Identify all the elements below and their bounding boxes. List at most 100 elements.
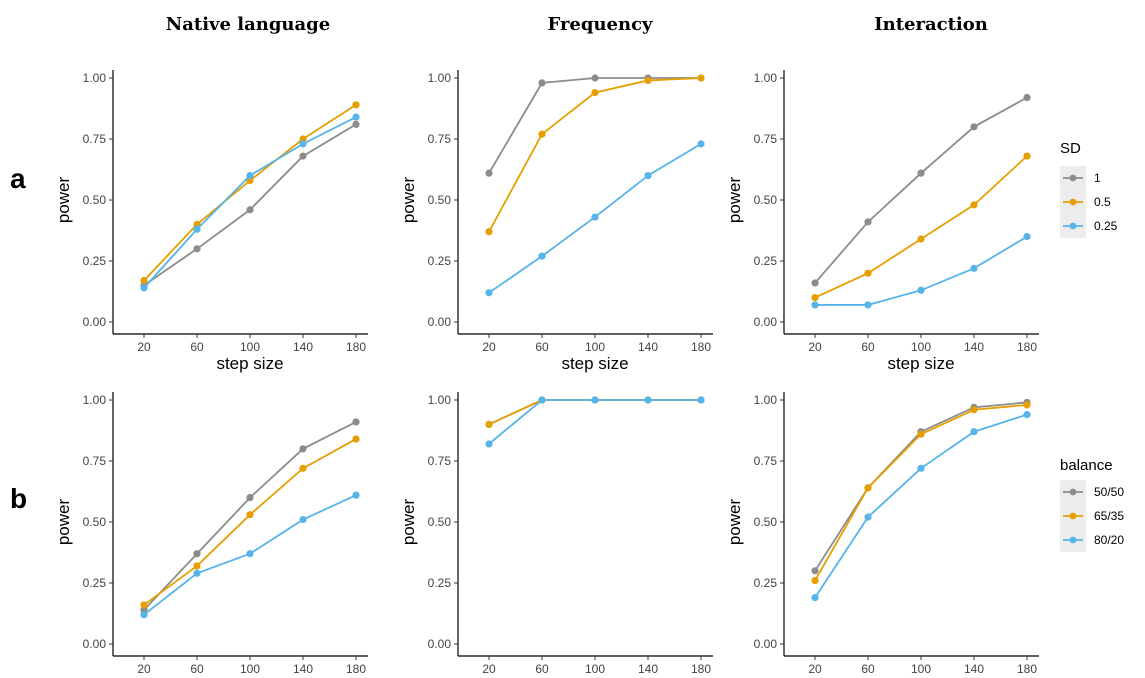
legend-key-point xyxy=(1070,489,1077,496)
series-line-2 xyxy=(489,78,701,232)
y-tick-label: 0.00 xyxy=(754,315,778,329)
data-point xyxy=(140,277,147,284)
data-point xyxy=(1023,94,1030,101)
data-point xyxy=(140,611,147,618)
y-tick-label: 0.25 xyxy=(754,576,778,590)
y-tick-label: 0.00 xyxy=(83,315,107,329)
x-tick-label: 20 xyxy=(137,340,151,354)
x-tick-label: 180 xyxy=(691,340,711,354)
x-axis-title: step size xyxy=(561,354,628,373)
series-line-3 xyxy=(815,415,1027,598)
y-axis-title: power xyxy=(54,499,73,546)
data-point xyxy=(485,289,492,296)
x-axis-title: step size xyxy=(887,354,954,373)
data-point xyxy=(485,421,492,428)
x-tick-label: 60 xyxy=(861,662,875,676)
x-tick-label: 60 xyxy=(861,340,875,354)
x-tick-label: 140 xyxy=(293,340,313,354)
x-tick-label: 140 xyxy=(293,662,313,676)
data-point xyxy=(917,287,924,294)
x-tick-label: 180 xyxy=(1017,340,1037,354)
x-tick-label: 140 xyxy=(638,662,658,676)
x-tick-label: 20 xyxy=(808,340,822,354)
legend-key-point xyxy=(1070,199,1077,206)
x-tick-label: 20 xyxy=(808,662,822,676)
y-tick-label: 0.75 xyxy=(754,454,778,468)
y-tick-label: 0.75 xyxy=(83,454,107,468)
legend-label: 80/20 xyxy=(1094,533,1124,547)
x-tick-label: 180 xyxy=(346,662,366,676)
data-point xyxy=(970,123,977,130)
y-tick-label: 0.50 xyxy=(428,515,452,529)
data-point xyxy=(485,228,492,235)
x-tick-label: 100 xyxy=(240,662,260,676)
data-point xyxy=(970,201,977,208)
data-point xyxy=(864,270,871,277)
data-point xyxy=(538,131,545,138)
series-line-1 xyxy=(144,124,356,285)
y-tick-label: 0.00 xyxy=(428,637,452,651)
y-axis-title: power xyxy=(54,177,73,224)
data-point xyxy=(193,226,200,233)
data-point xyxy=(299,152,306,159)
series-line-3 xyxy=(489,400,701,444)
data-point xyxy=(864,301,871,308)
y-axis-title: power xyxy=(725,499,744,546)
y-tick-label: 0.25 xyxy=(83,576,107,590)
data-point xyxy=(644,396,651,403)
legend-label: 65/35 xyxy=(1094,509,1124,523)
legend-key-point xyxy=(1070,175,1077,182)
y-tick-label: 0.50 xyxy=(754,515,778,529)
legend-key-point xyxy=(1070,537,1077,544)
chart-panel-5: 0.00 0.25 0.50 0.75 1.00 20 60 100 140 180 step si… xyxy=(399,392,713,678)
data-point xyxy=(299,465,306,472)
y-tick-label: 0.75 xyxy=(428,454,452,468)
x-tick-label: 20 xyxy=(137,662,151,676)
legend-2: balance 50/50 65/35 80/20 xyxy=(1060,457,1124,552)
data-point xyxy=(538,79,545,86)
data-point xyxy=(193,570,200,577)
data-point xyxy=(246,550,253,557)
y-tick-label: 0.25 xyxy=(428,254,452,268)
y-axis-title: power xyxy=(399,177,418,224)
data-point xyxy=(917,170,924,177)
legend-key-point xyxy=(1070,513,1077,520)
data-point xyxy=(644,77,651,84)
data-point xyxy=(697,74,704,81)
y-tick-label: 0.00 xyxy=(754,637,778,651)
y-tick-label: 0.75 xyxy=(754,132,778,146)
x-tick-label: 100 xyxy=(585,662,605,676)
data-point xyxy=(1023,152,1030,159)
data-point xyxy=(299,445,306,452)
y-tick-label: 0.50 xyxy=(428,193,452,207)
data-point xyxy=(352,121,359,128)
y-tick-label: 0.50 xyxy=(754,193,778,207)
data-point xyxy=(246,206,253,213)
legend-title: SD xyxy=(1060,140,1081,157)
x-tick-label: 140 xyxy=(964,340,984,354)
chart-panel-1: 0.00 0.25 0.50 0.75 1.00 20 60 100 140 180 step si… xyxy=(54,70,368,373)
legend-label: 50/50 xyxy=(1094,485,1124,499)
y-tick-label: 1.00 xyxy=(83,393,107,407)
data-point xyxy=(352,492,359,499)
panels: 0.00 0.25 0.50 0.75 1.00 20 60 100 140 180 step si… xyxy=(54,70,1039,678)
data-point xyxy=(917,465,924,472)
legend-title: balance xyxy=(1060,457,1113,474)
y-axis-title: power xyxy=(399,499,418,546)
data-point xyxy=(811,294,818,301)
y-tick-label: 1.00 xyxy=(83,71,107,85)
data-point xyxy=(917,431,924,438)
data-point xyxy=(811,301,818,308)
x-tick-label: 140 xyxy=(638,340,658,354)
data-point xyxy=(811,577,818,584)
data-point xyxy=(352,113,359,120)
column-title-frequency: Frequency xyxy=(547,14,653,35)
data-point xyxy=(591,213,598,220)
series-line-2 xyxy=(815,156,1027,298)
legend-label: 1 xyxy=(1094,171,1101,185)
data-point xyxy=(538,253,545,260)
data-point xyxy=(352,101,359,108)
data-point xyxy=(811,594,818,601)
data-point xyxy=(193,562,200,569)
data-point xyxy=(140,601,147,608)
